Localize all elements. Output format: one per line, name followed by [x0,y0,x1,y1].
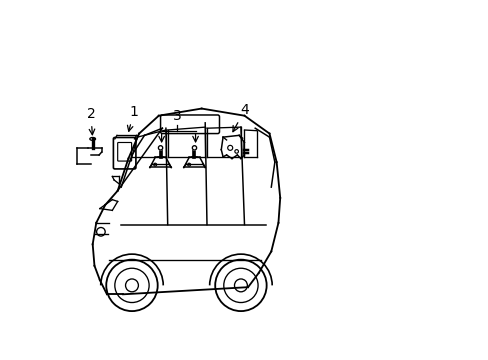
Text: 3: 3 [173,109,182,123]
Circle shape [158,146,163,150]
Text: 1: 1 [127,105,138,131]
Text: 4: 4 [232,103,248,132]
Text: 2: 2 [86,107,95,135]
Circle shape [192,146,196,150]
